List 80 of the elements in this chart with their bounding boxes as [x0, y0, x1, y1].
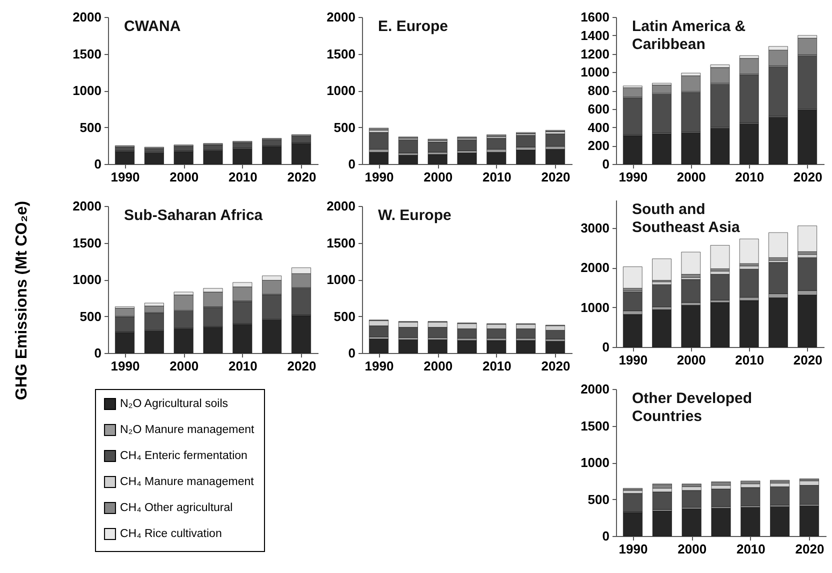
x-tick-label: 2000 — [170, 170, 199, 184]
legend-label: N₂O Agricultural soils — [120, 398, 228, 410]
x-tick-label: 2020 — [793, 352, 822, 368]
y-tick-label: 0 — [94, 156, 102, 172]
y-tick-label: 600 — [588, 101, 610, 116]
y-tick-label: 500 — [588, 492, 610, 507]
chart-title: Sub-Saharan Africa — [124, 207, 264, 224]
y-tick-label: 1500 — [72, 235, 102, 250]
x-tick-label: 2000 — [424, 358, 453, 374]
y-tick-label: 0 — [602, 340, 610, 354]
x-tick-label: 1990 — [110, 170, 140, 184]
x-tick-label: 1990 — [618, 542, 648, 556]
legend-label: CH₄ Other agricultural — [120, 502, 233, 514]
y-tick-label: 0 — [348, 346, 356, 360]
y-tick-label: 0 — [94, 346, 102, 360]
y-tick-label: 2000 — [326, 10, 356, 24]
y-tick-label: 1500 — [72, 46, 102, 62]
text: Other Developed Countries — [632, 390, 752, 425]
y-tick-label: 1000 — [72, 272, 102, 287]
legend-label: CH₄ Enteric fermentation — [120, 450, 248, 462]
y-tick-label: 400 — [588, 120, 610, 135]
x-tick-label: 2010 — [482, 170, 512, 184]
x-tick-label: 1990 — [618, 170, 648, 184]
x-tick-label: 2020 — [287, 358, 316, 374]
y-tick-label: 500 — [80, 120, 102, 135]
legend-label: CH₄ Manure management — [120, 476, 255, 488]
x-tick-label: 2020 — [793, 170, 822, 184]
y-tick-label: 500 — [334, 120, 356, 135]
y-tick-label: 1500 — [580, 418, 610, 434]
text: Latin America & Caribbean — [632, 18, 746, 53]
y-tick-label: 3000 — [580, 220, 610, 236]
y-tick-label: 2000 — [580, 382, 610, 396]
y-tick-label: 2000 — [72, 198, 102, 214]
legend-label: CH₄ Rice cultivation — [120, 528, 222, 540]
y-tick-label: 1000 — [580, 300, 610, 315]
text: South and Southeast Asia — [632, 201, 740, 236]
chart-title: CWANA — [124, 18, 181, 35]
y-tick-label: 2000 — [72, 10, 102, 24]
x-tick-label: 2020 — [541, 170, 570, 184]
y-tick-label: 1000 — [72, 83, 102, 98]
y-tick-label: 1200 — [580, 46, 610, 62]
x-tick-label: 2000 — [676, 170, 706, 184]
y-tick-label: 1000 — [326, 83, 356, 98]
y-tick-label: 1400 — [580, 28, 610, 43]
x-tick-label: 2020 — [541, 358, 570, 374]
x-tick-label: 2000 — [676, 352, 706, 368]
legend-label: N₂O Manure management — [120, 424, 256, 436]
x-tick-label: 2010 — [735, 170, 764, 184]
y-tick-label: 500 — [334, 308, 356, 324]
x-tick-label: 2020 — [795, 542, 824, 556]
y-tick-label: 0 — [348, 156, 356, 172]
y-tick-label: 1000 — [580, 64, 610, 80]
x-tick-label: 2000 — [170, 358, 199, 374]
y-tick-label: 1500 — [326, 46, 356, 62]
x-tick-label: 1990 — [364, 358, 394, 374]
y-tick-label: 0 — [602, 528, 610, 544]
x-tick-label: 2010 — [735, 352, 764, 368]
y-tick-label: 200 — [588, 138, 610, 154]
x-tick-label: 1990 — [364, 170, 394, 184]
x-tick-label: 2000 — [678, 542, 707, 556]
y-axis-title: GHG Emissions (Mt CO₂e) — [14, 200, 30, 400]
y-tick-label: 500 — [80, 308, 102, 324]
y-tick-label: 0 — [602, 156, 610, 172]
y-tick-label: 800 — [588, 83, 610, 98]
x-tick-label: 1990 — [110, 358, 140, 374]
y-tick-label: 1500 — [326, 235, 356, 250]
y-tick-label: 1600 — [580, 10, 610, 24]
y-tick-label: 1000 — [580, 455, 610, 470]
x-tick-label: 2020 — [287, 170, 316, 184]
x-tick-label: 1990 — [618, 352, 648, 368]
y-tick-label: 2000 — [326, 198, 356, 214]
y-tick-label: 2000 — [580, 260, 610, 276]
x-tick-label: 2010 — [228, 358, 258, 374]
x-tick-label: 2000 — [424, 170, 453, 184]
x-tick-label: 2010 — [736, 542, 766, 556]
x-tick-label: 2010 — [482, 358, 512, 374]
x-tick-label: 2010 — [228, 170, 258, 184]
y-tick-label: 1000 — [326, 272, 356, 287]
chart-title: E. Europe — [378, 18, 448, 35]
chart-title: W. Europe — [378, 207, 452, 224]
